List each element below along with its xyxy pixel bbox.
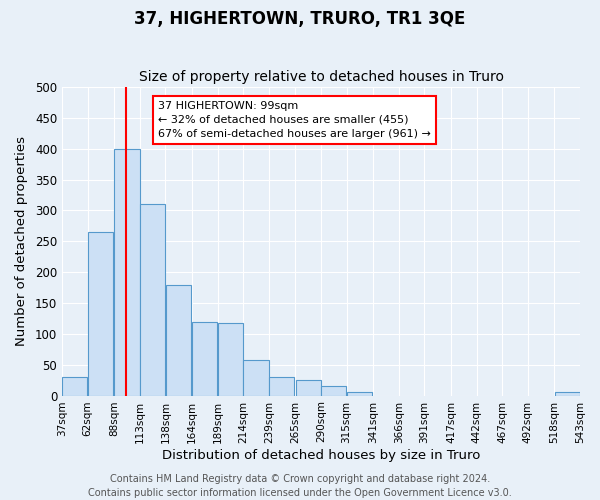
Text: Contains HM Land Registry data © Crown copyright and database right 2024.
Contai: Contains HM Land Registry data © Crown c… (88, 474, 512, 498)
Bar (140, 204, 165, 396)
Bar (296, 380, 321, 396)
Title: Size of property relative to detached houses in Truro: Size of property relative to detached ho… (139, 70, 503, 85)
Text: 37, HIGHERTOWN, TRURO, TR1 3QE: 37, HIGHERTOWN, TRURO, TR1 3QE (134, 10, 466, 28)
Bar (115, 149, 140, 396)
Bar (218, 324, 243, 396)
Bar (62, 377, 88, 396)
Bar (347, 392, 372, 396)
Y-axis label: Number of detached properties: Number of detached properties (15, 136, 28, 346)
Bar (166, 284, 191, 396)
Bar (244, 360, 269, 396)
Text: 37 HIGHERTOWN: 99sqm
← 32% of detached houses are smaller (455)
67% of semi-deta: 37 HIGHERTOWN: 99sqm ← 32% of detached h… (158, 101, 431, 139)
Bar (554, 392, 580, 396)
Bar (192, 322, 217, 396)
Bar (88, 232, 113, 396)
Bar (321, 386, 346, 396)
X-axis label: Distribution of detached houses by size in Truro: Distribution of detached houses by size … (162, 450, 480, 462)
Bar (269, 377, 294, 396)
